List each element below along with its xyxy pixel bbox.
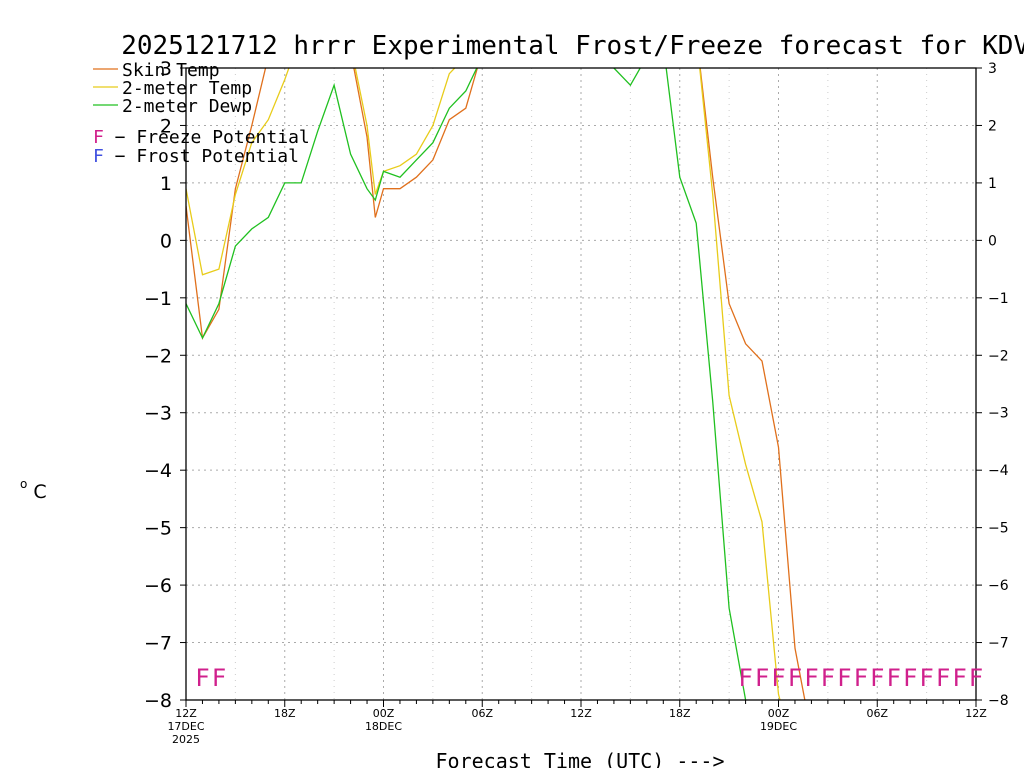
freeze-flag: F — [854, 664, 868, 692]
grid-lines — [186, 68, 976, 700]
series-line-2-meter-dewp — [186, 68, 747, 700]
y-tick-label-right: −5 — [988, 521, 1009, 537]
y-tick-label: −5 — [144, 518, 172, 540]
x-tick-label: 00Z — [373, 707, 395, 720]
y-tick-label-right: −4 — [988, 463, 1009, 479]
y-tick-label: −3 — [144, 403, 172, 425]
y-tick-label: −8 — [144, 690, 172, 712]
y-tick-label: 2 — [160, 115, 172, 137]
legend-flag: F − Freeze Potential — [93, 127, 310, 148]
freeze-flag: F — [919, 664, 933, 692]
series-lines — [186, 68, 806, 700]
x-tick-label: 18Z — [274, 707, 296, 720]
legend-flag: F − Frost Potential — [93, 146, 299, 167]
x-tick-date: 18DEC — [365, 720, 402, 733]
x-tick-label: 12Z — [570, 707, 592, 720]
y-tick-label-right: −8 — [988, 693, 1009, 709]
y-tick-label: −2 — [144, 345, 172, 367]
freeze-flag: F — [821, 664, 835, 692]
x-tick-year: 2025 — [172, 733, 200, 746]
freeze-flag: F — [195, 664, 209, 692]
y-tick-label-right: −6 — [988, 578, 1009, 594]
freeze-flag: F — [870, 664, 884, 692]
x-tick-label: 06Z — [471, 707, 493, 720]
y-tick-label: 3 — [160, 58, 172, 80]
y-tick-label-right: −1 — [988, 291, 1009, 307]
y-tick-label-right: −7 — [988, 636, 1009, 652]
x-tick-label: 12Z — [965, 707, 987, 720]
y-tick-label: −7 — [144, 633, 172, 655]
legend-flag-text: − Freeze Potential — [104, 127, 310, 148]
x-tick-date: 17DEC — [167, 720, 204, 733]
y-axis-right: 3 2 1 0 −1 −2 −3 −4 −5 −6 −7 −8 — [976, 61, 1009, 709]
x-tick-label: 06Z — [866, 707, 888, 720]
y-tick-label-right: −3 — [988, 406, 1009, 422]
freeze-flag: F — [936, 664, 950, 692]
freeze-flag: F — [969, 664, 983, 692]
freeze-flag: F — [771, 664, 785, 692]
legend-label: 2-meter Dewp — [122, 96, 252, 117]
y-axis-label-degree: o — [20, 477, 27, 491]
legend-label: Skin Temp — [122, 60, 220, 81]
y-tick-label-right: −2 — [988, 348, 1009, 364]
y-axis-label-unit: C — [33, 481, 46, 503]
y-tick-label: 1 — [160, 173, 172, 195]
y-tick-label: −4 — [144, 460, 172, 482]
plot-border — [185, 67, 977, 701]
freeze-flag: F — [755, 664, 769, 692]
x-tick-label: 00Z — [768, 707, 790, 720]
x-axis-label: Forecast Time (UTC) ---> — [436, 749, 725, 768]
x-tick-label: 12Z — [175, 707, 197, 720]
freeze-flag: F — [837, 664, 851, 692]
series-line-skin-temp — [186, 68, 806, 700]
y-tick-label: −1 — [144, 288, 172, 310]
legend-flag-letter: F — [93, 146, 104, 167]
y-tick-label-right: 2 — [988, 118, 997, 134]
chart-title: 2025121712 hrrr Experimental Frost/Freez… — [121, 31, 1024, 61]
freeze-flag: F — [212, 664, 226, 692]
y-tick-label: −6 — [144, 575, 172, 597]
y-tick-label: 0 — [160, 230, 172, 252]
y-tick-label-right: 3 — [988, 61, 997, 77]
freeze-flag: F — [952, 664, 966, 692]
freeze-flag: F — [788, 664, 802, 692]
freeze-flag: F — [738, 664, 752, 692]
y-tick-label-right: 1 — [988, 176, 997, 192]
legend-label: 2-meter Temp — [122, 78, 252, 99]
y-axis-left: 3 2 1 0 −1 −2 −3 −4 −5 −6 −7 −8 — [144, 58, 186, 712]
freeze-flag: F — [804, 664, 818, 692]
x-tick-date: 19DEC — [760, 720, 797, 733]
legend-flag-letter: F — [93, 127, 104, 148]
legend-flag-text: − Frost Potential — [104, 146, 299, 167]
freeze-flag: F — [886, 664, 900, 692]
y-tick-label-right: 0 — [988, 233, 997, 249]
plot-frame — [185, 67, 977, 701]
freeze-flag: F — [903, 664, 917, 692]
y-axis-label: o C — [20, 471, 47, 503]
x-tick-label: 18Z — [669, 707, 691, 720]
